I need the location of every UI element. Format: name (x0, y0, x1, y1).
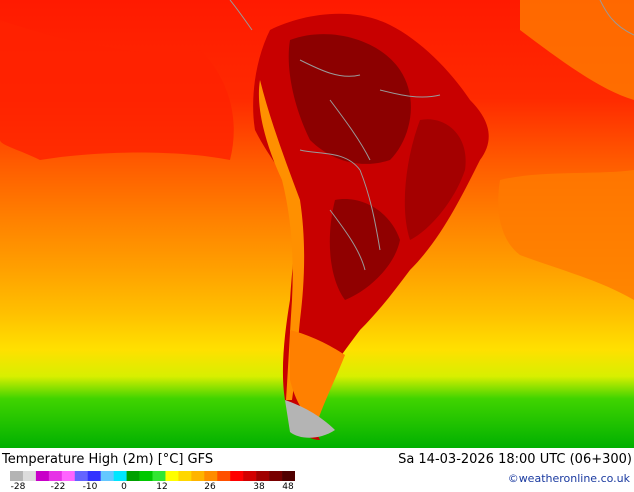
ocean-red-west (0, 20, 234, 160)
scale-swatch (256, 471, 270, 481)
scale-swatch (217, 471, 231, 481)
scale-swatch (126, 471, 140, 481)
scale-swatch (152, 471, 166, 481)
ocean-orange-ne (520, 0, 634, 100)
scale-swatch (165, 471, 179, 481)
brazil-highlands (404, 119, 466, 240)
andes-strip (258, 80, 305, 400)
tierra-del-fuego (285, 400, 335, 438)
scale-tick: 48 (282, 482, 294, 492)
amazon-core (288, 34, 411, 164)
scale-swatch (48, 471, 63, 481)
scale-tick: 26 (204, 482, 216, 492)
temperature-map (0, 0, 634, 448)
ocean-orange-east (498, 170, 634, 300)
scale-tick: 38 (253, 482, 265, 492)
color-scale-bar (10, 471, 295, 481)
scale-swatch (35, 471, 50, 481)
scale-swatch (243, 471, 257, 481)
scale-tick: 0 (121, 482, 127, 492)
patagonia-orange (290, 330, 345, 420)
scale-swatch (22, 471, 37, 481)
scale-swatch (269, 471, 283, 481)
scale-tick: -10 (82, 482, 98, 492)
scale-tick: -28 (10, 482, 26, 492)
scale-swatch (87, 471, 101, 481)
map-footer: Temperature High (2m) [°C] GFS Sa 14-03-… (0, 448, 634, 492)
map-title: Temperature High (2m) [°C] GFS (2, 452, 214, 467)
scale-tick: -22 (50, 482, 66, 492)
scale-swatch (282, 471, 295, 481)
map-datetime: Sa 14-03-2026 18:00 UTC (06+300) (398, 452, 632, 467)
scale-swatch (74, 471, 89, 481)
site-credit-link[interactable]: ©weatheronline.co.uk (507, 472, 630, 485)
scale-tick: 12 (156, 482, 168, 492)
scale-swatch (191, 471, 205, 481)
scale-swatch (61, 471, 76, 481)
scale-swatch (113, 471, 127, 481)
scale-swatch (204, 471, 218, 481)
country-borders (229, 0, 634, 271)
chaco-core (329, 199, 400, 300)
scale-swatch (230, 471, 244, 481)
scale-swatch (178, 471, 192, 481)
scale-swatch (100, 471, 114, 481)
scale-swatch (139, 471, 153, 481)
scale-swatch (10, 471, 24, 481)
